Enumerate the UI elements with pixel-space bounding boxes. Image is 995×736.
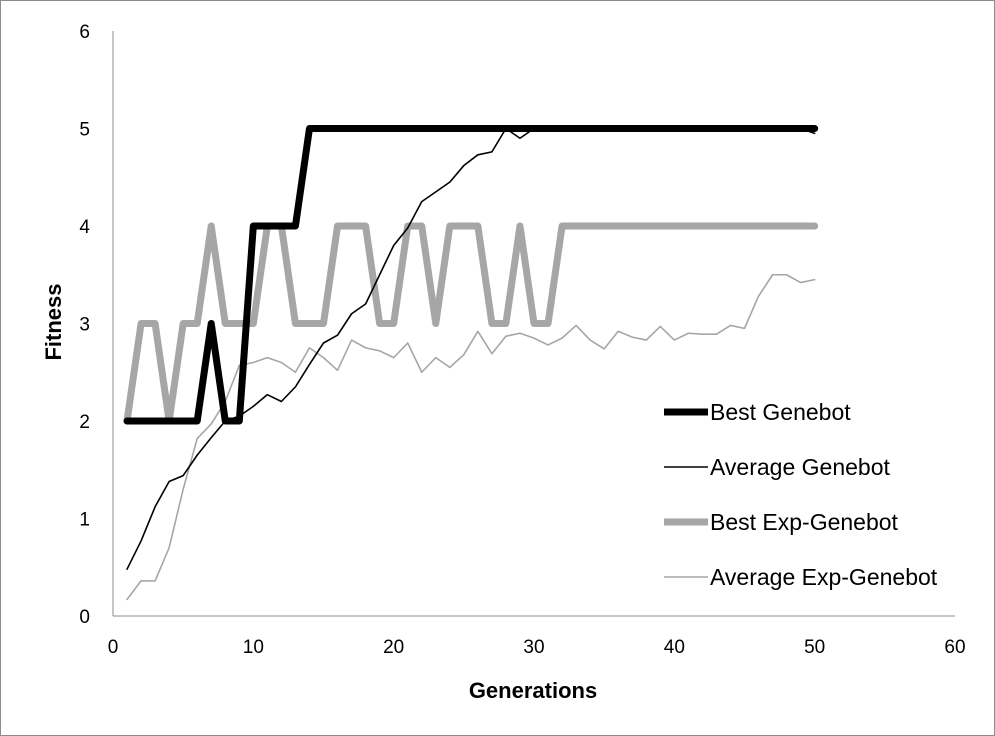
x-tick-label: 40 — [664, 637, 685, 658]
legend: Best Genebot Average Genebot Best Exp-Gene… — [664, 399, 938, 590]
legend-label-best-exp-genebot: Best Exp-Genebot — [710, 509, 899, 535]
x-tick-label: 0 — [108, 637, 119, 658]
x-tick-label: 30 — [523, 637, 544, 658]
y-axis-title: Fitness — [41, 283, 66, 360]
legend-label-best-genebot: Best Genebot — [710, 399, 851, 425]
y-tick-label: 0 — [79, 607, 90, 628]
y-tick-label: 6 — [79, 22, 90, 43]
legend-label-average-exp-genebot: Average Exp-Genebot — [710, 564, 938, 590]
legend-label-average-genebot: Average Genebot — [710, 454, 890, 480]
y-tick-label: 3 — [79, 315, 90, 336]
axes — [112, 31, 955, 617]
series-line-average-genebot — [126, 127, 816, 571]
x-tick-label: 10 — [243, 637, 264, 658]
series-lines — [123, 125, 819, 601]
y-tick-label: 2 — [79, 412, 90, 433]
y-tick-label: 1 — [79, 510, 90, 531]
series-line-best-genebot — [123, 125, 819, 425]
x-axis-title: Generations — [469, 678, 597, 703]
y-tick-label: 4 — [79, 217, 90, 238]
series-line-best-exp-genebot — [123, 222, 819, 425]
x-tick-label: 60 — [944, 637, 965, 658]
y-tick-label: 5 — [79, 120, 90, 141]
x-tick-label: 50 — [804, 637, 825, 658]
x-tick-label: 20 — [383, 637, 404, 658]
